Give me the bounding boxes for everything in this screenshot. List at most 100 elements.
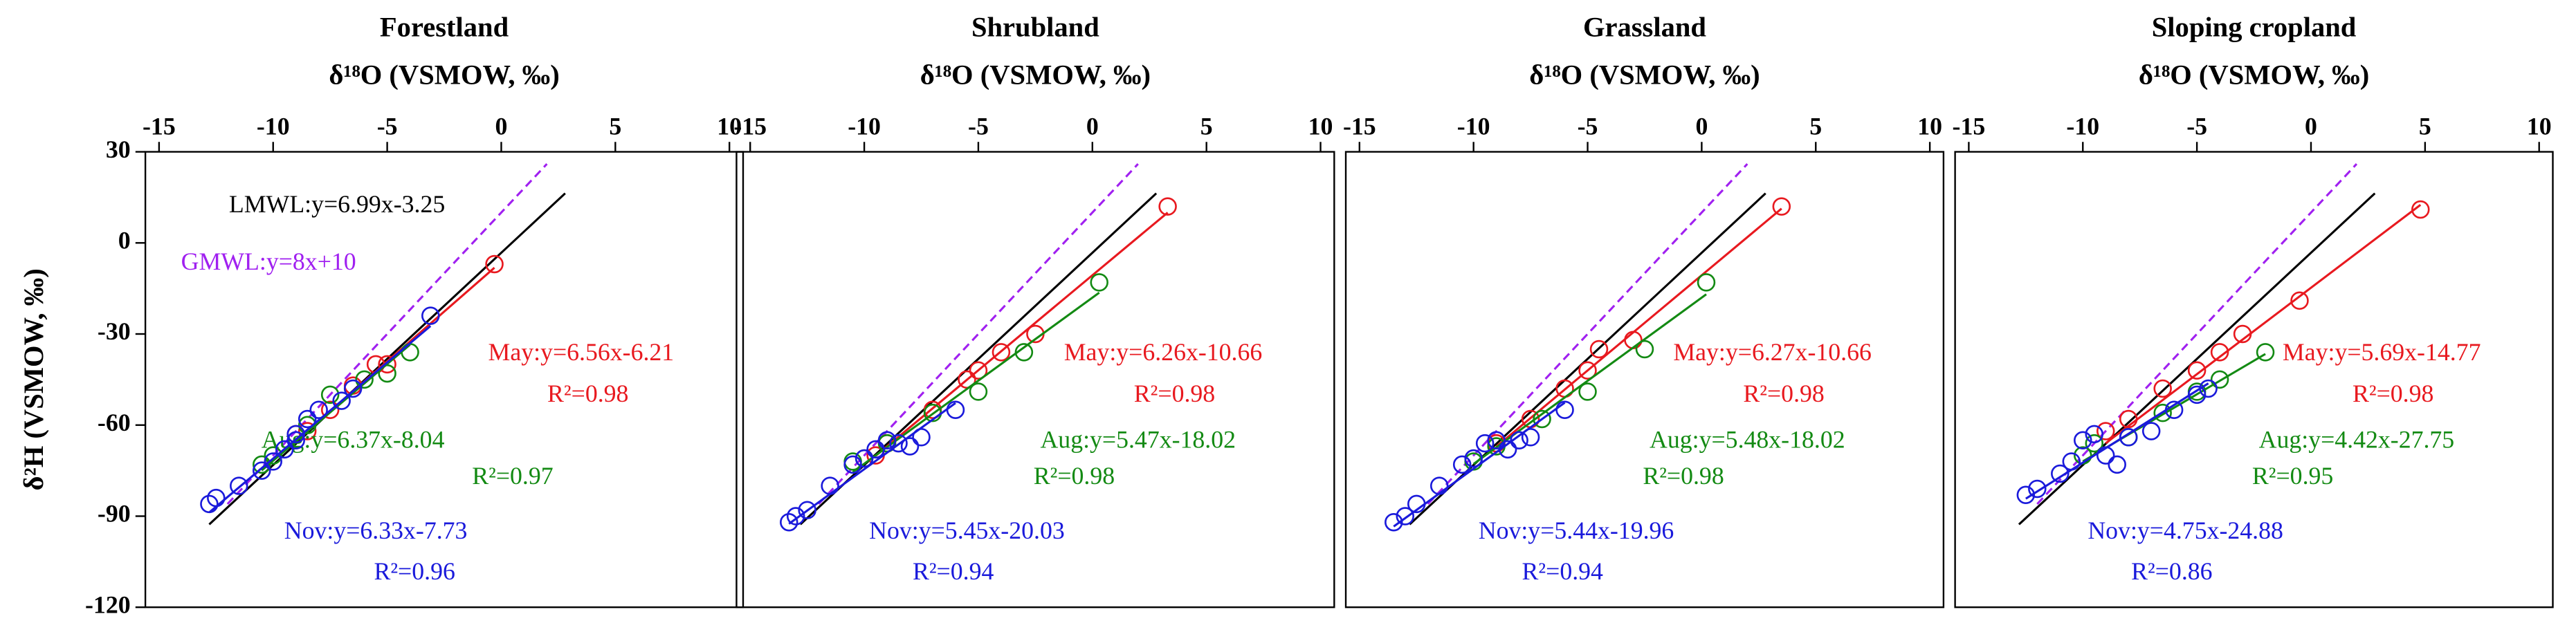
panel-title: Shrubland	[971, 11, 1099, 42]
reference-label: LMWL:y=6.99x-3.25	[229, 190, 445, 218]
data-point	[2028, 479, 2047, 499]
data-point	[1158, 197, 1177, 216]
data-point	[992, 343, 1011, 362]
data-point	[355, 370, 374, 389]
fit-r2: R²=0.98	[1643, 462, 1724, 490]
data-point	[1475, 434, 1495, 453]
reference-label: GMWL:y=8x+10	[181, 248, 356, 275]
fit-r2: R²=0.98	[547, 380, 628, 407]
x-axis-label: δ¹⁸O (VSMOW, ‰)	[329, 59, 559, 90]
reference-line	[1427, 163, 1748, 505]
x-axis-label: δ¹⁸O (VSMOW, ‰)	[1529, 59, 1760, 90]
plot-frame	[144, 151, 745, 608]
x-tick-label: -10	[257, 112, 290, 140]
x-tick-label: 0	[2305, 112, 2317, 140]
data-point	[2411, 200, 2430, 219]
fit-label: Nov:y=6.33x-7.73	[284, 517, 468, 544]
fit-r2: R²=0.96	[374, 557, 455, 585]
panel-title: Sloping cropland	[2152, 11, 2357, 42]
data-point	[421, 306, 440, 325]
x-tick-label: -15	[733, 112, 767, 140]
fit-line	[208, 325, 432, 514]
data-point	[1487, 431, 1506, 449]
data-point	[2141, 422, 2161, 440]
y-tick-label: 0	[118, 227, 131, 254]
data-point	[843, 455, 862, 474]
data-point	[207, 488, 226, 508]
data-point	[1624, 331, 1643, 350]
data-point	[1589, 340, 1609, 359]
data-point	[1429, 476, 1449, 495]
data-point	[2085, 434, 2103, 453]
data-point	[2096, 422, 2115, 440]
x-axis-label: δ¹⁸O (VSMOW, ‰)	[2139, 59, 2369, 90]
data-point	[320, 385, 340, 405]
data-point	[2096, 446, 2115, 465]
data-point	[2256, 343, 2275, 362]
panel-title: Grassland	[1583, 11, 1706, 42]
x-tick-label: 0	[1086, 112, 1099, 140]
x-tick-label: 10	[2527, 112, 2552, 140]
data-point	[1498, 440, 1517, 459]
fit-r2: R²=0.94	[1522, 557, 1603, 585]
data-point	[298, 422, 317, 440]
data-point	[1385, 513, 1403, 532]
x-tick-label: 10	[717, 112, 742, 140]
data-point	[230, 476, 248, 495]
data-point	[2062, 452, 2081, 471]
x-tick-label: -15	[143, 112, 176, 140]
data-point	[1407, 494, 1426, 514]
x-tick-label: 10	[1308, 112, 1333, 140]
data-point	[200, 494, 219, 514]
fit-label: May:y=6.27x-10.66	[1673, 338, 1872, 366]
x-tick-label: -5	[968, 112, 989, 140]
fit-label: Nov:y=4.75x-24.88	[2088, 517, 2283, 544]
data-point	[2210, 370, 2229, 389]
data-point	[786, 507, 805, 526]
data-point	[309, 400, 328, 420]
fit-label: Nov:y=5.44x-19.96	[1479, 517, 1674, 544]
fit-line	[2105, 203, 2422, 445]
fit-label: Nov:y=5.45x-20.03	[869, 517, 1065, 544]
data-point	[1555, 400, 1574, 420]
data-point	[912, 428, 931, 447]
plot-frame	[1954, 151, 2554, 608]
data-point	[946, 400, 965, 420]
data-point	[298, 409, 317, 429]
fit-line	[788, 402, 956, 525]
x-tick-label: 5	[1200, 112, 1213, 140]
y-tick-label: -30	[98, 317, 131, 345]
data-point	[485, 254, 504, 274]
y-tick-label: 30	[106, 136, 131, 163]
data-point	[343, 379, 363, 398]
data-point	[1635, 340, 1654, 359]
y-axis-label: δ²H (VSMOW, ‰)	[18, 268, 49, 490]
fit-label: May:y=6.56x-6.21	[488, 338, 675, 366]
data-point	[2187, 385, 2207, 405]
fit-r2: R²=0.98	[2353, 380, 2433, 407]
plot-frame	[1344, 151, 1945, 608]
data-point	[1578, 382, 1597, 401]
fit-label: Aug:y=5.48x-18.02	[1650, 426, 1845, 454]
panel-title: Forestland	[380, 11, 509, 42]
x-tick-label: 5	[609, 112, 621, 140]
reference-line	[2018, 192, 2376, 526]
data-point	[2119, 409, 2138, 429]
x-tick-label: 5	[1809, 112, 1822, 140]
x-tick-label: -10	[1457, 112, 1490, 140]
data-point	[889, 434, 908, 453]
y-tick-label: -120	[85, 591, 131, 618]
data-point	[378, 355, 396, 374]
fit-label: May:y=6.26x-10.66	[1064, 338, 1263, 366]
data-point	[1396, 507, 1414, 526]
data-point	[2233, 324, 2252, 344]
data-point	[2119, 428, 2138, 447]
data-point	[798, 501, 816, 519]
y-tick-label: -90	[98, 500, 131, 528]
data-point	[1533, 409, 1551, 429]
data-point	[1697, 273, 1716, 292]
data-point	[2016, 485, 2036, 504]
data-point	[378, 364, 396, 383]
plot-frame	[736, 151, 1335, 608]
